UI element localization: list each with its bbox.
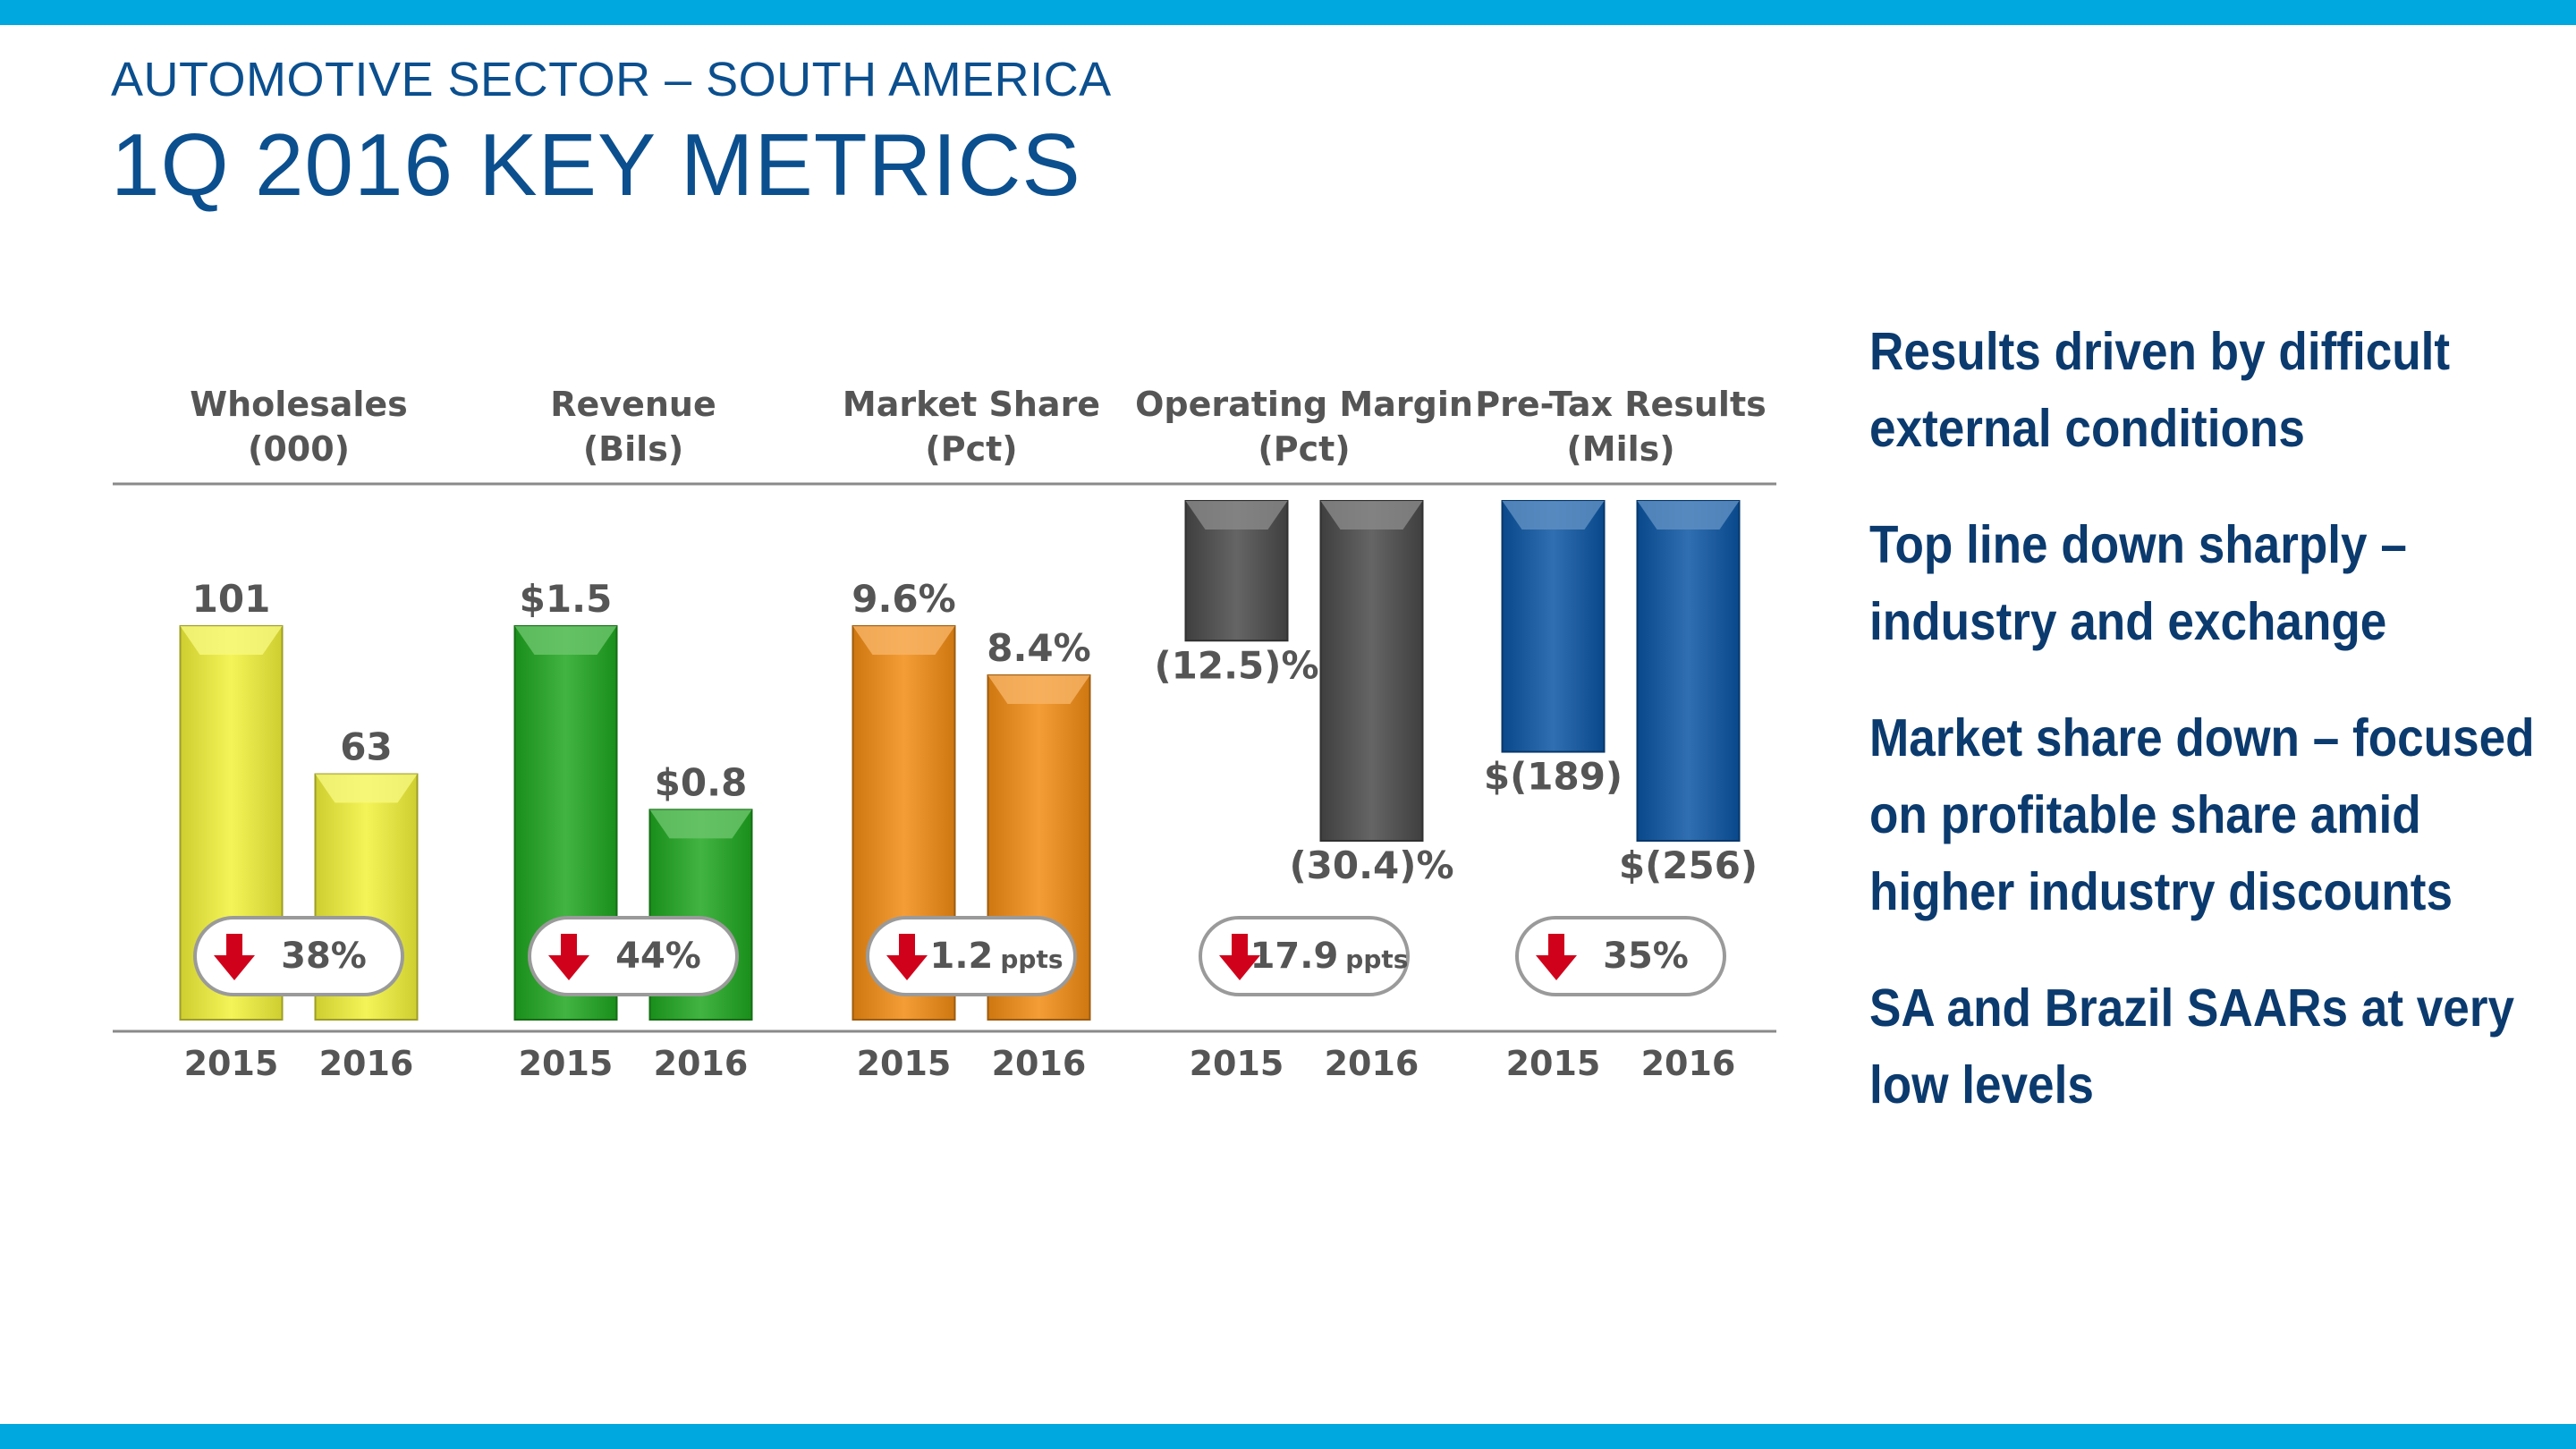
change-label: 35% — [1603, 936, 1689, 977]
panel-pre-tax-results: Pre-Tax Results (Mils) $(189) 2015 $(256) 201… — [1475, 385, 1766, 1083]
change-label: 38% — [281, 936, 367, 977]
panel-title: Wholesales — [190, 385, 408, 424]
bar-bevel — [1502, 501, 1605, 530]
bar-bevel — [1185, 501, 1288, 530]
down-arrow-icon — [1219, 934, 1260, 980]
change-value: 38 — [281, 936, 331, 977]
change-value: 35 — [1603, 936, 1653, 977]
bar-2016 — [1319, 500, 1424, 842]
change-pill — [866, 916, 1077, 996]
category-label: 2015 — [857, 1044, 952, 1083]
bar-value-label: (30.4)% — [1289, 843, 1453, 887]
bullet-list: Results driven by difficult external con… — [1869, 313, 2549, 1163]
bar-value-label: (12.5)% — [1154, 643, 1318, 687]
bar-bevel — [180, 626, 283, 655]
change-unit: % — [331, 936, 367, 977]
category-label: 2015 — [184, 1044, 279, 1083]
bar-bevel — [1637, 501, 1740, 530]
bar-value-label: 101 — [192, 577, 271, 621]
category-label: 2016 — [1325, 1044, 1419, 1083]
change-value: 17.9 — [1250, 936, 1339, 977]
category-label: 2015 — [1190, 1044, 1284, 1083]
bar-value-label: $1.5 — [520, 577, 613, 621]
slide-title: 1Q 2016 KEY METRICS — [111, 115, 1081, 214]
panel-title: Market Share — [843, 385, 1100, 424]
panel-operating-margin: Operating Margin (Pct) (12.5)% 2015 (30.4)% 2… — [1135, 385, 1473, 1083]
panel-unit: (Bils) — [583, 429, 683, 469]
bar-bevel — [852, 626, 955, 655]
change-value: 1.2 — [930, 936, 994, 977]
change-unit: % — [665, 936, 701, 977]
bar-bevel — [987, 675, 1090, 704]
bar-value-label: $(256) — [1619, 843, 1758, 887]
bar-value-label: 8.4% — [987, 626, 1090, 670]
category-label: 2016 — [319, 1044, 414, 1083]
bar-value-label: 63 — [340, 725, 392, 769]
panel-title: Revenue — [550, 385, 716, 424]
bar-bevel — [1320, 501, 1423, 530]
change-value: 44 — [615, 936, 665, 977]
change-unit: ppts — [1000, 945, 1063, 974]
bar-bevel — [514, 626, 617, 655]
panel-unit: (Pct) — [1258, 429, 1350, 469]
down-arrow-icon — [548, 934, 589, 980]
change-pill — [528, 916, 739, 996]
change-unit: % — [1653, 936, 1689, 977]
down-arrow-icon — [886, 934, 928, 980]
change-label: 44% — [615, 936, 701, 977]
panel-title: Pre-Tax Results — [1475, 385, 1766, 424]
top-accent-band — [0, 0, 2576, 25]
bar-value-label: $(189) — [1484, 755, 1623, 799]
panel-wholesales: Wholesales (000) 101 2015 63 2016 38% — [179, 385, 419, 1083]
down-arrow-icon — [214, 934, 255, 980]
panel-title: Operating Margin — [1135, 385, 1473, 424]
bullet-top-line: Top line down sharply – industry and exc… — [1869, 515, 2407, 651]
bar-bevel — [315, 774, 418, 803]
panel-unit: (Mils) — [1566, 429, 1674, 469]
panel-unit: (000) — [248, 429, 350, 469]
category-label: 2016 — [654, 1044, 749, 1083]
change-pill — [1515, 916, 1726, 996]
category-label: 2015 — [1506, 1044, 1601, 1083]
panel-market-share: Market Share (Pct) 9.6% 2015 8.4% 2016 1.2 ppts — [843, 385, 1100, 1083]
bullet-results: Results driven by difficult external con… — [1869, 322, 2451, 458]
bar-value-label: $0.8 — [655, 760, 748, 804]
bullet-market-share: Market share down – focused on profitabl… — [1869, 708, 2535, 921]
change-label: 17.9 ppts — [1250, 936, 1409, 977]
panel-revenue: Revenue (Bils) $1.5 2015 $0.8 2016 44% — [513, 385, 753, 1083]
slide-subtitle: AUTOMOTIVE SECTOR – SOUTH AMERICA — [111, 53, 1112, 106]
bullet-saar: SA and Brazil SAARs at very low levels — [1869, 979, 2515, 1114]
bar-bevel — [649, 809, 752, 839]
category-label: 2016 — [1641, 1044, 1736, 1083]
down-arrow-icon — [1536, 934, 1577, 980]
panel-unit: (Pct) — [925, 429, 1017, 469]
change-unit: ppts — [1345, 945, 1408, 974]
bottom-accent-band — [0, 1424, 2576, 1449]
bar-2016 — [1636, 500, 1741, 842]
bar-value-label: 9.6% — [852, 577, 955, 621]
change-pill — [193, 916, 404, 996]
category-label: 2016 — [992, 1044, 1087, 1083]
bar-2015 — [1501, 500, 1606, 753]
change-label: 1.2 ppts — [930, 936, 1063, 977]
change-pill — [1199, 916, 1410, 996]
category-label: 2015 — [519, 1044, 614, 1083]
